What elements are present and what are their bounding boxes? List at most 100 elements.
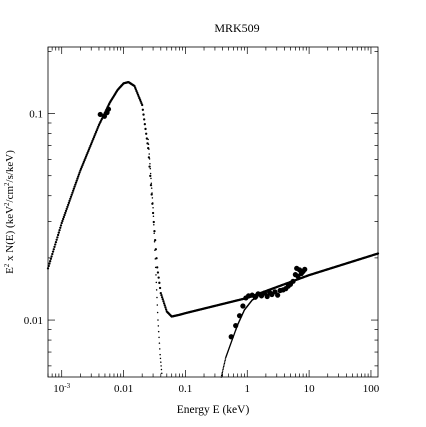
model-component-point <box>160 368 163 371</box>
model-component-point <box>155 274 157 276</box>
x-tick-label: 1 <box>245 383 251 395</box>
model-component-point <box>223 362 226 365</box>
model-line-point <box>156 271 160 274</box>
model-line-point <box>72 187 76 190</box>
model-line-point <box>138 98 142 101</box>
model-line-point <box>91 139 94 142</box>
model-line-point <box>71 191 74 194</box>
model-line-point <box>51 252 54 256</box>
model-line-point <box>141 108 145 111</box>
model-component-point <box>150 182 153 185</box>
model-line-point <box>141 103 144 107</box>
model-line-point <box>57 231 60 234</box>
model-line-point <box>68 199 71 202</box>
model-line-point <box>51 250 55 253</box>
model-component-point <box>151 202 154 204</box>
model-line-point <box>58 229 61 232</box>
model-line-point <box>89 143 93 146</box>
model-component-point <box>151 197 154 199</box>
model-line-point <box>79 167 83 170</box>
model-line-point <box>134 86 137 89</box>
model-line-point <box>149 174 152 178</box>
data-point <box>97 111 103 118</box>
model-line-point <box>47 264 50 268</box>
model-line-point <box>149 184 153 187</box>
model-line-point <box>147 156 151 159</box>
x-tick-label: 10 <box>304 383 316 395</box>
model-line-point <box>50 255 53 258</box>
model-component-point <box>159 357 162 360</box>
model-line-point <box>138 96 141 100</box>
model-component-point <box>224 358 227 360</box>
model-line-point <box>81 164 84 167</box>
model-line-point <box>151 211 155 215</box>
model-line-point <box>133 84 136 88</box>
model-component-point <box>148 148 150 150</box>
model-line-point <box>157 276 160 279</box>
data-point <box>233 323 239 329</box>
model-line-point <box>97 125 100 128</box>
y-tick-label: 0.1 <box>29 109 43 121</box>
model-component-point <box>154 249 156 252</box>
model-line-point <box>89 144 92 148</box>
model-component-point <box>155 289 158 291</box>
model-component-point <box>221 373 223 375</box>
y-axis-label: E2 x N(E) (keV2/cm2/s/keV) <box>3 150 16 274</box>
data-point <box>236 313 243 319</box>
data-point <box>275 292 281 298</box>
model-line-point <box>153 229 156 233</box>
model-line-point <box>134 88 138 91</box>
model-component-point <box>223 364 225 366</box>
model-component-point <box>159 348 161 350</box>
model-line-point <box>73 185 76 188</box>
model-component-point <box>147 138 149 141</box>
y-tick-label: 0.01 <box>24 315 43 327</box>
model-component-point <box>149 172 152 175</box>
model-line-point <box>59 226 62 229</box>
model-line-point <box>62 217 65 221</box>
model-component-point <box>221 371 224 374</box>
data-point <box>240 303 246 309</box>
model-line-point <box>153 239 157 242</box>
model-line-point <box>136 93 140 96</box>
model-component-point <box>220 374 223 377</box>
model-component-point <box>150 187 153 189</box>
model-line-point <box>84 155 88 158</box>
model-component-point <box>153 232 155 235</box>
model-line-point <box>137 95 140 98</box>
model-line-point <box>160 294 163 297</box>
data-point <box>302 266 308 272</box>
model-line-point <box>82 162 85 165</box>
data-point <box>228 334 234 340</box>
model-line-point <box>67 201 71 204</box>
model-line-point <box>62 215 66 219</box>
model-line-point <box>83 158 86 162</box>
model-component-point <box>156 311 159 314</box>
model-line-point <box>53 245 56 249</box>
model-component-point <box>222 365 225 368</box>
model-component-point <box>148 153 150 155</box>
model-line-point <box>70 193 73 196</box>
model-line-point <box>144 127 147 131</box>
x-tick-label: 10-3 <box>53 382 70 395</box>
model-line-point <box>160 296 164 299</box>
model-component-point <box>148 158 151 160</box>
model-line-point <box>56 233 60 237</box>
model-line-point <box>59 224 63 227</box>
model-line-point <box>148 165 151 168</box>
model-line-point <box>94 130 98 134</box>
model-line-point <box>87 148 91 151</box>
model-component-point <box>154 258 157 260</box>
model-line-point <box>76 177 79 180</box>
model-line-point <box>69 197 72 200</box>
model-line-point <box>96 127 99 130</box>
model-line-point <box>145 137 148 140</box>
model-component-point <box>153 241 156 243</box>
data-point <box>290 278 296 284</box>
data-point <box>252 294 258 300</box>
model-line-point <box>142 113 145 116</box>
model-component-point <box>158 336 160 339</box>
model-line-point <box>65 207 68 211</box>
model-line-point <box>46 267 50 270</box>
